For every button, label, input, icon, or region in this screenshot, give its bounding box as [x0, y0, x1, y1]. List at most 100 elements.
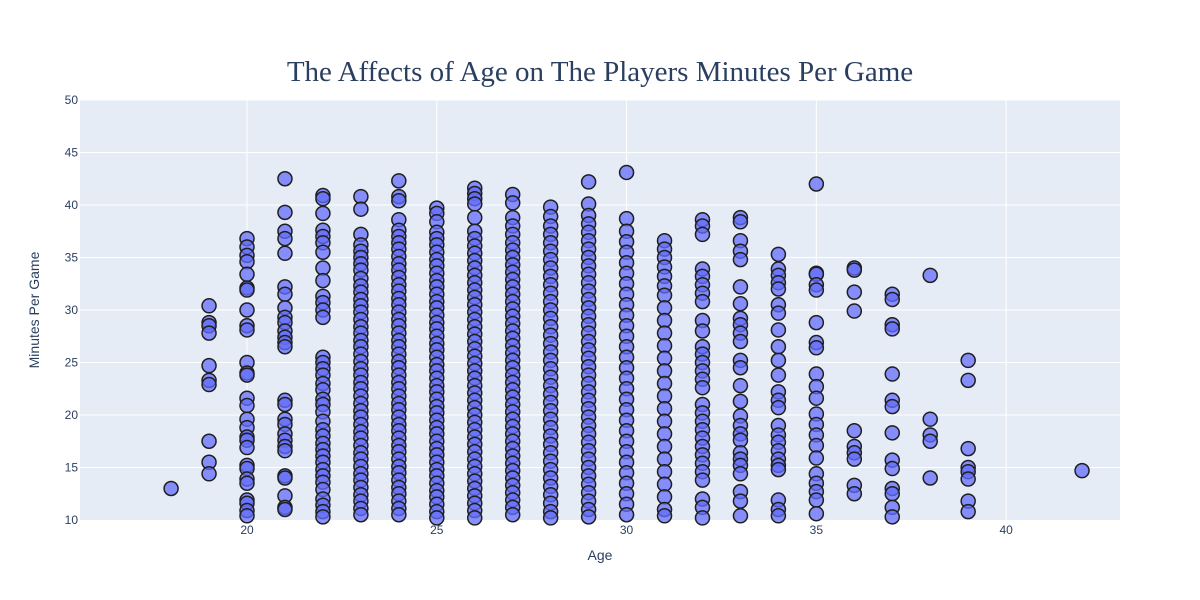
scatter-point: [884, 291, 901, 308]
scatter-point: [239, 282, 255, 298]
scatter-point: [808, 450, 825, 466]
scatter-point: [884, 425, 901, 441]
scatter-point: [694, 379, 711, 396]
scatter-point: [846, 451, 863, 467]
scatter-point: [770, 352, 787, 369]
scatter-point: [884, 398, 901, 415]
scatter-point: [315, 244, 331, 260]
scatter-point: [732, 295, 749, 312]
scatter-point: [694, 293, 711, 310]
scatter-point: [732, 360, 749, 376]
scatter-point: [353, 507, 369, 523]
scatter-point: [277, 245, 293, 262]
y-tick-label: 15: [65, 461, 79, 475]
scatter-point: [770, 305, 787, 321]
scatter-point: [391, 507, 407, 523]
scatter-point: [770, 399, 787, 416]
scatter-point: [846, 262, 863, 278]
y-tick-labels: 10 15 20 25 30 35 40 45 50: [65, 93, 79, 527]
scatter-point: [504, 195, 521, 211]
scatter-point: [201, 325, 217, 341]
y-tick-label: 45: [65, 146, 79, 160]
scatter-point: [884, 321, 901, 337]
x-tick-label: 40: [999, 523, 1013, 537]
scatter-point: [391, 173, 407, 189]
scatter-point: [618, 164, 635, 181]
scatter-point: [201, 357, 217, 374]
scatter-point: [277, 339, 293, 355]
y-tick-label: 25: [65, 356, 79, 370]
y-tick-label: 30: [65, 303, 79, 317]
scatter-point: [808, 314, 825, 331]
scatter-point: [466, 209, 483, 226]
x-tick-label: 25: [430, 523, 444, 537]
scatter-point: [618, 507, 635, 523]
scatter-point: [922, 411, 938, 427]
scatter-point: [429, 510, 445, 526]
scatter-point: [808, 505, 825, 522]
scatter-point: [1074, 462, 1090, 479]
x-axis-title: Age: [588, 547, 613, 563]
scatter-point: [353, 201, 369, 217]
scatter-point: [277, 501, 293, 518]
scatter-point: [770, 322, 787, 338]
scatter-point: [239, 367, 255, 383]
scatter-point: [732, 466, 749, 482]
scatter-point: [846, 423, 863, 439]
scatter-point: [277, 230, 293, 247]
scatter-point: [884, 486, 901, 502]
scatter-point: [732, 393, 749, 410]
scatter-point: [846, 284, 863, 300]
scatter-point: [960, 372, 976, 389]
scatter-point: [277, 442, 293, 459]
scatter-point: [732, 508, 749, 524]
scatter-point: [884, 509, 901, 525]
scatter-point: [504, 507, 521, 523]
scatter-point: [694, 472, 711, 488]
scatter-point: [201, 376, 217, 393]
scatter-point: [770, 339, 787, 355]
scatter-point: [732, 279, 749, 295]
data-points: [163, 164, 1090, 526]
scatter-point: [922, 267, 938, 284]
scatter-point: [277, 171, 293, 187]
scatter-point: [277, 396, 293, 413]
x-tick-label: 35: [810, 523, 824, 537]
scatter-point: [922, 433, 938, 449]
scatter-point: [732, 493, 749, 509]
scatter-point: [277, 470, 293, 486]
scatter-point: [694, 323, 711, 339]
scatter-point: [580, 509, 597, 525]
y-tick-label: 10: [65, 513, 79, 527]
scatter-point: [694, 510, 711, 526]
scatter-point: [770, 246, 787, 263]
x-tick-label: 20: [240, 523, 254, 537]
scatter-point: [770, 281, 787, 297]
y-tick-label: 50: [65, 93, 79, 107]
scatter-point: [315, 272, 331, 289]
y-tick-label: 20: [65, 408, 79, 422]
scatter-point: [808, 176, 825, 192]
scatter-point: [770, 461, 787, 478]
scatter-point: [277, 204, 293, 221]
y-tick-label: 35: [65, 251, 79, 265]
chart-title: The Affects of Age on The Players Minute…: [287, 56, 913, 88]
scatter-point: [201, 466, 217, 482]
scatter-point: [808, 340, 825, 356]
scatter-point: [732, 214, 749, 230]
scatter-point: [808, 492, 825, 508]
scatter-point: [846, 486, 863, 502]
scatter-point: [960, 352, 976, 369]
scatter-point: [580, 174, 597, 190]
scatter-point: [884, 366, 901, 382]
scatter-point: [542, 510, 559, 526]
scatter-point: [656, 508, 673, 524]
scatter-point: [732, 333, 749, 350]
x-tick-label: 30: [620, 523, 634, 537]
scatter-point: [466, 510, 483, 526]
scatter-point: [466, 196, 483, 212]
scatter-point: [201, 433, 217, 449]
scatter-point: [922, 470, 938, 486]
scatter-point: [960, 471, 976, 487]
